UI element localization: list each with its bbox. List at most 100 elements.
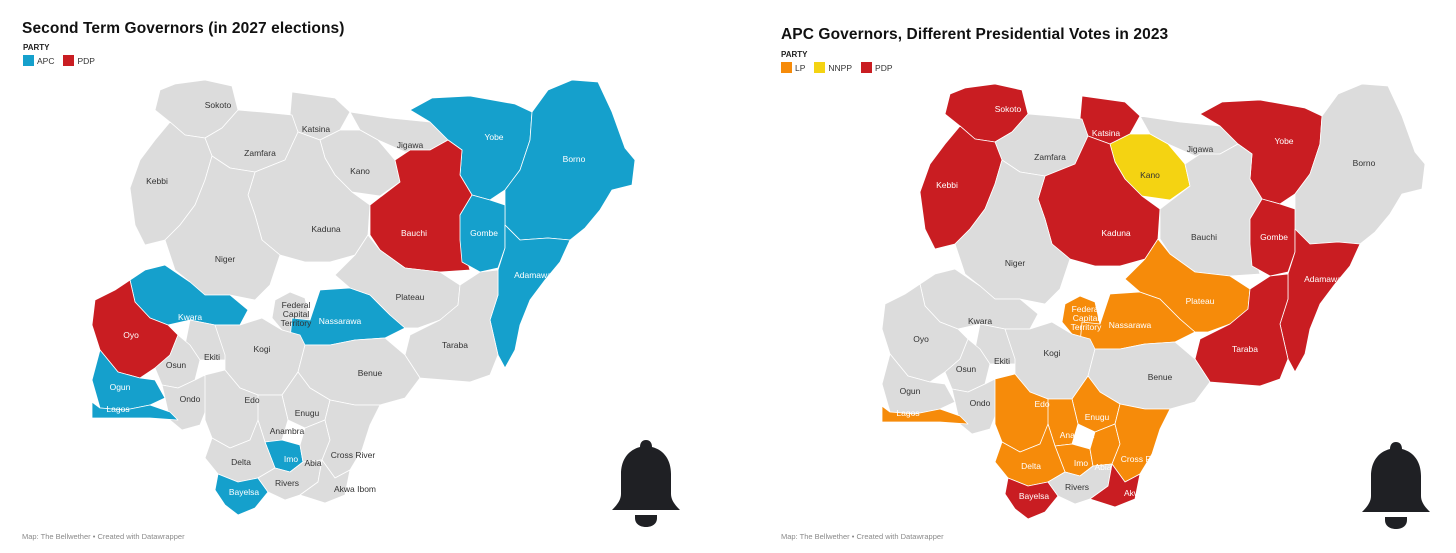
state-label-bayelsa: Bayelsa bbox=[229, 487, 260, 497]
state-label-enugu: Enugu bbox=[1085, 412, 1110, 422]
state-label-zamfara: Zamfara bbox=[244, 148, 276, 158]
legend-label-pdp: PDP bbox=[77, 55, 95, 66]
state-label-ogun: Ogun bbox=[900, 386, 921, 396]
state-label-kano: Kano bbox=[1140, 170, 1160, 180]
state-label-gombe: Gombe bbox=[1260, 232, 1288, 242]
state-label-jigawa: Jigawa bbox=[397, 140, 424, 150]
state-label-imo: Imo bbox=[284, 454, 298, 464]
state-label-borno: Borno bbox=[563, 154, 586, 164]
state-akwa-ibom[interactable] bbox=[1089, 463, 1141, 508]
state-label-cross-river: Cross River bbox=[1121, 454, 1166, 464]
state-label-sokoto: Sokoto bbox=[995, 104, 1022, 114]
state-label-benue: Benue bbox=[358, 368, 383, 378]
state-label-imo: Imo bbox=[1074, 458, 1088, 468]
state-label-bayelsa: Bayelsa bbox=[1019, 491, 1050, 501]
state-label-anambra: Anambra bbox=[1060, 430, 1095, 440]
legend-item-pdp: PDP bbox=[63, 55, 95, 66]
state-label-kogi: Kogi bbox=[253, 344, 270, 354]
state-label-lagos: Lagos bbox=[106, 404, 129, 414]
state-label-katsina: Katsina bbox=[302, 124, 331, 134]
left-legend: APC PDP bbox=[23, 55, 95, 66]
state-layer bbox=[881, 83, 1426, 520]
right-map-panel: APC Governors, Different Presidential Vo… bbox=[728, 0, 1456, 553]
left-legend-title: PARTY bbox=[23, 43, 50, 52]
legend-label-nnpp: NNPP bbox=[828, 62, 853, 73]
legend-label-lp: LP bbox=[795, 62, 806, 73]
state-bayelsa[interactable] bbox=[1004, 477, 1059, 520]
state-labels: Sokoto Katsina Zamfara Jigawa Kano Yobe Borno K… bbox=[896, 104, 1375, 501]
state-label-federal-capital-territory: Federal Capital Territory bbox=[1071, 304, 1102, 332]
right-nigeria-map: Sokoto Katsina Zamfara Jigawa Kano Yobe Borno K… bbox=[881, 83, 1426, 520]
state-label-enugu: Enugu bbox=[295, 408, 320, 418]
state-label-osun: Osun bbox=[956, 364, 977, 374]
state-lagos[interactable] bbox=[881, 405, 969, 425]
state-label-yobe: Yobe bbox=[484, 132, 503, 142]
bell-icon[interactable] bbox=[1362, 440, 1430, 530]
right-legend-title: PARTY bbox=[781, 50, 808, 59]
state-cross-river[interactable] bbox=[321, 399, 381, 479]
state-label-abia: Abia bbox=[304, 458, 321, 468]
state-label-rivers: Rivers bbox=[1065, 482, 1089, 492]
state-label-kogi: Kogi bbox=[1043, 348, 1060, 358]
left-map-panel: Second Term Governors (in 2027 elections… bbox=[22, 20, 680, 541]
state-label-osun: Osun bbox=[166, 360, 187, 370]
state-label-ondo: Ondo bbox=[970, 398, 991, 408]
state-label-benue: Benue bbox=[1148, 372, 1173, 382]
state-label-federal-capital-territory: Federal Capital Territory bbox=[281, 300, 312, 328]
state-label-kano: Kano bbox=[350, 166, 370, 176]
right-map-footer: Map: The Bellwether • Created with Dataw… bbox=[781, 532, 944, 541]
state-label-niger: Niger bbox=[215, 254, 235, 264]
state-label-yobe: Yobe bbox=[1274, 136, 1293, 146]
state-label-bauchi: Bauchi bbox=[401, 228, 427, 238]
left-map-title: Second Term Governors (in 2027 elections… bbox=[22, 20, 345, 37]
state-label-gombe: Gombe bbox=[470, 228, 498, 238]
right-map-title: APC Governors, Different Presidential Vo… bbox=[781, 26, 1169, 43]
state-label-anambra: Anambra bbox=[270, 426, 305, 436]
state-label-edo: Edo bbox=[244, 395, 259, 405]
state-bayelsa[interactable] bbox=[214, 473, 269, 516]
state-label-delta: Delta bbox=[231, 457, 251, 467]
bell-icon[interactable] bbox=[612, 438, 680, 528]
state-label-delta: Delta bbox=[1021, 461, 1041, 471]
state-labels: Sokoto Katsina Zamfara Jigawa Kano Yobe Borno K… bbox=[106, 100, 585, 497]
state-label-borno: Borno bbox=[1353, 158, 1376, 168]
left-nigeria-map: Sokoto Katsina Zamfara Jigawa Kano Yobe Borno K… bbox=[91, 79, 636, 516]
state-label-taraba: Taraba bbox=[1232, 344, 1258, 354]
state-label-plateau: Plateau bbox=[1186, 296, 1215, 306]
state-label-taraba: Taraba bbox=[442, 340, 468, 350]
state-cross-river[interactable] bbox=[1111, 403, 1171, 483]
legend-item-apc: APC bbox=[23, 55, 54, 66]
legend-label-apc: APC bbox=[37, 55, 55, 66]
legend-swatch-pdp-right bbox=[861, 62, 873, 73]
state-borno[interactable] bbox=[1294, 83, 1426, 245]
state-layer bbox=[91, 79, 636, 516]
state-label-niger: Niger bbox=[1005, 258, 1025, 268]
state-label-nassarawa: Nassarawa bbox=[319, 316, 362, 326]
state-ogun[interactable] bbox=[881, 353, 956, 415]
state-akwa-ibom[interactable] bbox=[299, 459, 351, 504]
legend-swatch-nnpp bbox=[814, 62, 826, 73]
legend-item-nnpp: NNPP bbox=[814, 62, 852, 73]
state-label-edo: Edo bbox=[1034, 399, 1049, 409]
state-label-oyo: Oyo bbox=[913, 334, 929, 344]
legend-swatch-lp bbox=[781, 62, 792, 73]
state-borno[interactable] bbox=[504, 79, 636, 241]
legend-item-pdp-right: PDP bbox=[861, 62, 893, 73]
state-label-ogun: Ogun bbox=[110, 382, 131, 392]
state-label-sokoto: Sokoto bbox=[205, 100, 232, 110]
state-label-adamawa: Adamawa bbox=[514, 270, 552, 280]
right-legend: LP NNPP PDP bbox=[781, 62, 893, 73]
state-label-abia: Abia bbox=[1094, 462, 1111, 472]
left-map-footer: Map: The Bellwether • Created with Dataw… bbox=[22, 532, 185, 541]
state-label-kebbi: Kebbi bbox=[936, 180, 958, 190]
state-lagos[interactable] bbox=[91, 401, 179, 421]
legend-swatch-pdp bbox=[63, 55, 75, 66]
legend-label-pdp-right: PDP bbox=[875, 62, 893, 73]
state-ogun[interactable] bbox=[91, 349, 166, 411]
state-label-akwa-ibom: Akwa Ibom bbox=[1124, 488, 1166, 498]
state-label-rivers: Rivers bbox=[275, 478, 299, 488]
state-label-zamfara: Zamfara bbox=[1034, 152, 1066, 162]
legend-item-lp: LP bbox=[781, 62, 805, 73]
state-label-akwa-ibom: Akwa Ibom bbox=[334, 484, 376, 494]
legend-swatch-apc bbox=[23, 55, 34, 66]
